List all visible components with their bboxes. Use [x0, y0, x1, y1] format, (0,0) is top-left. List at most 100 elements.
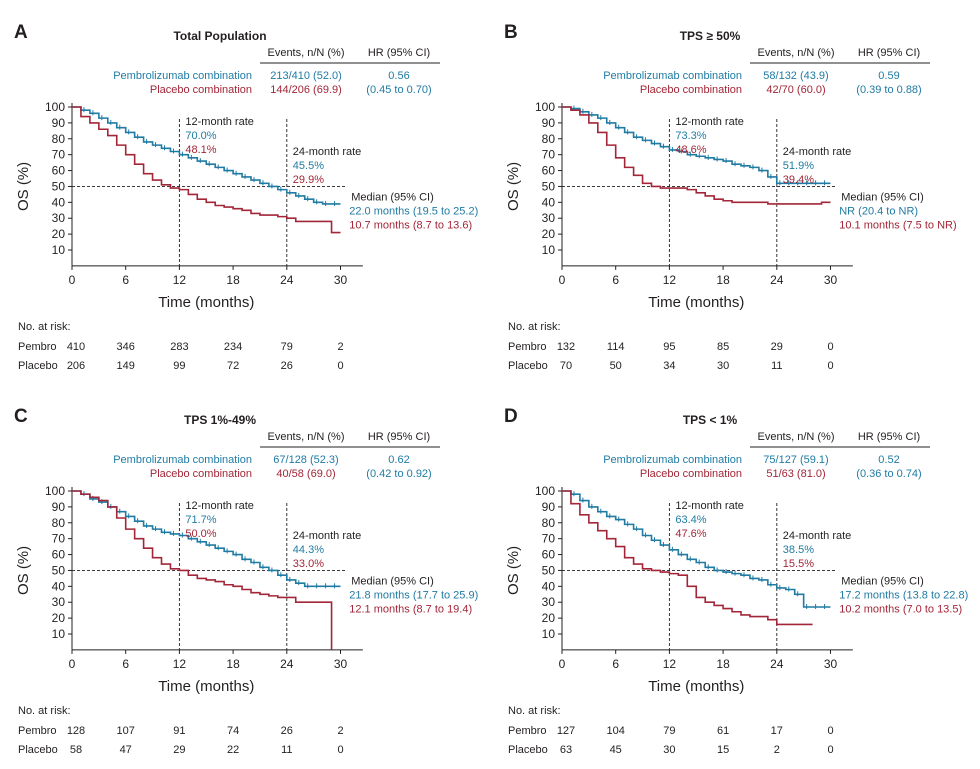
y-tick-label: 70 — [52, 532, 66, 546]
at-risk-pembro-label: Pembro — [508, 341, 547, 353]
at-risk-pembro-value: 2 — [337, 341, 343, 353]
at-risk-placebo-value: 47 — [120, 744, 132, 756]
at-risk-pembro-value: 107 — [117, 725, 135, 737]
at-risk-pembro-value: 346 — [117, 341, 135, 353]
at-risk-title: No. at risk: — [508, 321, 561, 333]
y-tick-label: 80 — [542, 132, 556, 146]
at-risk-pembro-value: 132 — [557, 341, 575, 353]
at-risk-placebo-value: 72 — [227, 360, 239, 372]
rate-24-pembro: 44.3% — [293, 544, 324, 556]
rate-12-label: 12-month rate — [185, 500, 253, 512]
placebo-arm-label: Placebo combination — [150, 84, 252, 96]
hr-value: 0.56 — [388, 70, 409, 82]
x-axis-title: Time (months) — [648, 294, 744, 311]
km-plot-d: D TPS < 1% Events, n/N (%) HR (95% CI) Pembr… — [504, 406, 968, 756]
y-tick-label: 90 — [542, 500, 556, 514]
y-tick-label: 70 — [52, 148, 66, 162]
events-header: Events, n/N (%) — [757, 431, 834, 443]
panel-letter: A — [14, 22, 28, 43]
rate-24-placebo: 29.9% — [293, 174, 324, 186]
rate-12-placebo: 50.0% — [185, 528, 216, 540]
y-tick-label: 40 — [52, 579, 66, 593]
at-risk-pembro-value: 410 — [67, 341, 85, 353]
at-risk-placebo-value: 34 — [663, 360, 675, 372]
y-tick-label: 70 — [542, 532, 556, 546]
x-tick-label: 24 — [770, 273, 784, 287]
placebo-arm-label: Placebo combination — [150, 468, 252, 480]
at-risk-pembro-label: Pembro — [508, 725, 547, 737]
at-risk-pembro-value: 234 — [224, 341, 242, 353]
y-tick-label: 100 — [45, 100, 65, 114]
at-risk-placebo-value: 11 — [281, 744, 292, 756]
x-tick-label: 0 — [69, 273, 76, 287]
pembro-events: 58/132 (43.9) — [763, 70, 828, 82]
y-tick-label: 30 — [52, 211, 66, 225]
panel-a: A Total Population Events, n/N (%) HR (95% … — [0, 0, 490, 384]
y-tick-label: 80 — [542, 516, 556, 530]
x-tick-label: 18 — [716, 273, 730, 287]
at-risk-placebo-value: 0 — [827, 360, 833, 372]
at-risk-placebo-value: 2 — [774, 744, 780, 756]
hr-header: HR (95% CI) — [858, 47, 920, 59]
panel-title: Total Population — [173, 29, 266, 43]
y-tick-label: 10 — [52, 627, 66, 641]
rate-12-placebo: 48.6% — [675, 144, 706, 156]
at-risk-pembro-value: 128 — [67, 725, 85, 737]
x-axis-title: Time (months) — [158, 678, 254, 695]
at-risk-placebo-value: 29 — [173, 744, 185, 756]
y-tick-label: 50 — [542, 179, 556, 193]
at-risk-placebo-value: 0 — [337, 360, 343, 372]
y-tick-label: 60 — [52, 548, 66, 562]
at-risk-pembro-label: Pembro — [18, 341, 57, 353]
placebo-curve — [72, 106, 341, 234]
y-tick-label: 30 — [542, 211, 556, 225]
rate-12-pembro: 70.0% — [185, 130, 216, 142]
rate-24-label: 24-month rate — [293, 146, 361, 158]
x-tick-label: 18 — [716, 657, 730, 671]
at-risk-pembro-value: 79 — [281, 341, 293, 353]
y-tick-label: 90 — [542, 116, 556, 130]
y-tick-label: 100 — [535, 484, 555, 498]
y-tick-label: 80 — [52, 516, 66, 530]
at-risk-placebo-label: Placebo — [508, 744, 548, 756]
pembro-arm-label: Pembrolizumab combination — [113, 70, 252, 82]
at-risk-placebo-value: 0 — [337, 744, 343, 756]
at-risk-placebo-value: 206 — [67, 360, 85, 372]
rate-24-label: 24-month rate — [783, 530, 851, 542]
km-plot-b: B TPS ≥ 50% Events, n/N (%) HR (95% CI) Pemb… — [504, 22, 957, 372]
panel-c: C TPS 1%-49% Events, n/N (%) HR (95% CI) Pem… — [0, 384, 490, 768]
hr-value: 0.62 — [388, 454, 409, 466]
hr-ci: (0.45 to 0.70) — [366, 84, 431, 96]
x-tick-label: 12 — [663, 273, 677, 287]
rate-12-label: 12-month rate — [675, 500, 743, 512]
median-pembro: NR (20.4 to NR) — [839, 205, 918, 217]
hr-ci: (0.39 to 0.88) — [856, 84, 921, 96]
at-risk-placebo-value: 26 — [281, 360, 293, 372]
at-risk-title: No. at risk: — [508, 705, 561, 717]
y-tick-label: 60 — [52, 164, 66, 178]
median-placebo: 10.7 months (8.7 to 13.6) — [349, 219, 472, 231]
rate-12-placebo: 47.6% — [675, 528, 706, 540]
median-label: Median (95% CI) — [351, 191, 434, 203]
at-risk-pembro-value: 2 — [337, 725, 343, 737]
median-label: Median (95% CI) — [841, 575, 924, 587]
y-tick-label: 100 — [45, 484, 65, 498]
x-tick-label: 24 — [280, 273, 294, 287]
rate-24-pembro: 45.5% — [293, 160, 324, 172]
rate-12-placebo: 48.1% — [185, 144, 216, 156]
at-risk-pembro-value: 95 — [663, 341, 675, 353]
at-risk-placebo-value: 70 — [560, 360, 572, 372]
placebo-curve — [562, 106, 831, 205]
at-risk-placebo-value: 50 — [610, 360, 622, 372]
placebo-events: 51/63 (81.0) — [766, 468, 825, 480]
panel-letter: C — [14, 406, 28, 427]
rate-12-pembro: 73.3% — [675, 130, 706, 142]
at-risk-placebo-value: 11 — [771, 360, 782, 372]
panel-d: D TPS < 1% Events, n/N (%) HR (95% CI) Pembr… — [490, 384, 980, 768]
x-tick-label: 12 — [663, 657, 677, 671]
median-placebo: 10.1 months (7.5 to NR) — [839, 219, 956, 231]
x-tick-label: 30 — [334, 657, 348, 671]
hr-value: 0.52 — [878, 454, 899, 466]
placebo-events: 42/70 (60.0) — [766, 84, 825, 96]
